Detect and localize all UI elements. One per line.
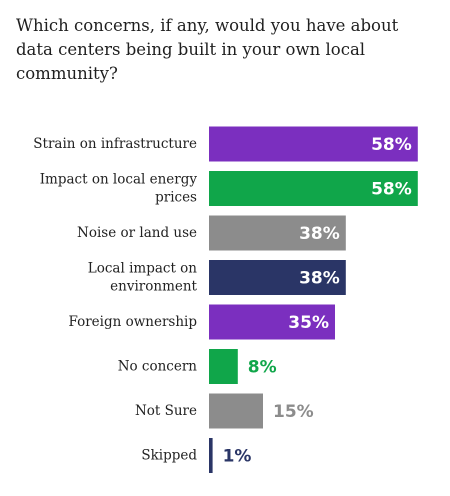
bar-value-label: 58% bbox=[371, 135, 412, 155]
bar-value-label: 38% bbox=[299, 269, 340, 289]
bar bbox=[209, 349, 238, 384]
category-label: Skipped bbox=[141, 448, 197, 464]
bar-value-label: 38% bbox=[299, 224, 340, 244]
bar bbox=[209, 260, 346, 295]
bar-value-label: 58% bbox=[371, 180, 412, 200]
category-label: Strain on infrastructure bbox=[33, 136, 197, 152]
bar bbox=[209, 171, 418, 206]
bar-value-label: 8% bbox=[248, 358, 277, 378]
bar-value-label: 35% bbox=[288, 313, 329, 333]
chart-title: Which concerns, if any, would you have a… bbox=[16, 16, 399, 83]
bar-value-label: 15% bbox=[273, 402, 314, 422]
bar bbox=[209, 393, 263, 429]
category-label: Not Sure bbox=[135, 403, 197, 419]
bar bbox=[209, 126, 418, 162]
category-label: No concern bbox=[118, 359, 198, 375]
category-label: Local impact on environment bbox=[88, 261, 198, 295]
bar-value-label: 1% bbox=[223, 447, 252, 467]
bar bbox=[209, 215, 346, 251]
bars-group: 58% Strain on infrastructure 58% Impact on … bbox=[33, 126, 418, 473]
bar bbox=[209, 438, 213, 473]
category-label: Foreign ownership bbox=[68, 314, 197, 330]
category-label: Impact on local energy prices bbox=[40, 172, 198, 206]
category-label: Noise or land use bbox=[77, 225, 197, 241]
bar bbox=[209, 304, 335, 340]
